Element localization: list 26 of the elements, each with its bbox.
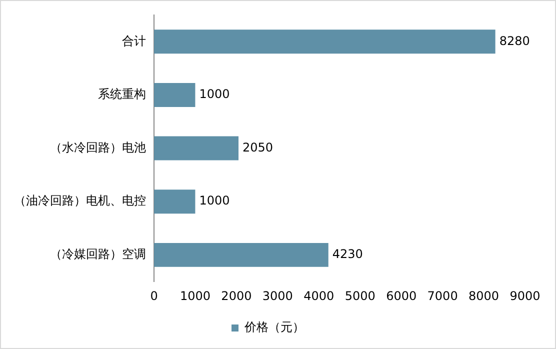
x-tick-label: 6000 <box>386 288 417 303</box>
x-tick-label: 2000 <box>221 288 252 303</box>
x-tick-label: 9000 <box>510 288 540 303</box>
x-tick-label: 1000 <box>180 288 210 303</box>
bar <box>154 242 328 267</box>
data-label: 4230 <box>332 247 363 262</box>
x-tick-label: 5000 <box>344 288 376 303</box>
y-tick-label: 合计 <box>122 34 146 48</box>
bar <box>154 136 239 160</box>
data-label: 2050 <box>242 140 274 154</box>
x-tick-label: 7000 <box>427 288 458 303</box>
bar <box>154 82 196 107</box>
y-tick-label: （冷媒回路）空调 <box>50 247 146 262</box>
y-tick-label: （水冷回路）电池 <box>50 140 146 154</box>
x-tick-label: 8000 <box>468 288 500 303</box>
data-label: 1000 <box>199 194 230 208</box>
y-tick-label: 系统重构 <box>98 87 146 102</box>
x-tick-label: 0 <box>150 288 158 303</box>
x-tick-label: 3000 <box>262 288 293 303</box>
legend-label: 价格（元） <box>244 320 304 334</box>
data-label: 1000 <box>199 87 230 102</box>
y-tick-label: （油冷回路）电机、电控 <box>14 194 146 208</box>
bar <box>154 190 196 214</box>
bar <box>154 30 496 54</box>
x-tick-label: 4000 <box>304 288 334 303</box>
data-label: 8280 <box>499 34 530 48</box>
